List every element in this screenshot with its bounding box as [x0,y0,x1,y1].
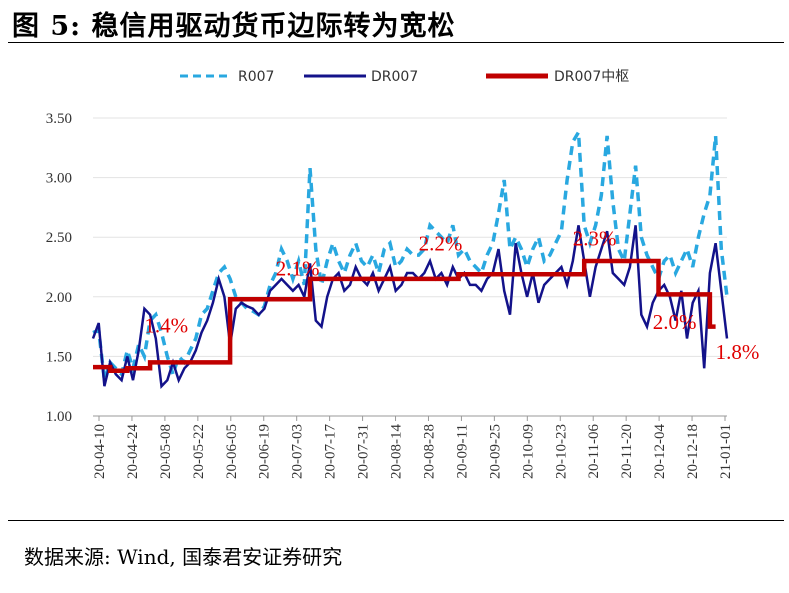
bottom-divider [8,520,784,521]
legend-label-r007: R007 [238,69,274,85]
x-tick-label: 20-05-22 [191,424,207,479]
top-divider [8,42,784,43]
y-tick-label: 1.50 [46,349,72,365]
x-tick-label: 20-08-28 [421,424,437,479]
data-source-note: 数据来源: Wind, 国泰君安证券研究 [24,545,343,569]
pivot-annotations: 1.4% 2.1% 2.2% 2.3% 2.0% 1.8% [144,227,759,364]
x-tick-label: 20-06-19 [257,424,273,479]
x-tick-label: 20-05-08 [158,424,174,479]
x-tick-label: 20-11-20 [619,424,635,478]
x-tick-label: 20-09-25 [487,424,503,479]
x-tick-label: 20-07-03 [290,424,306,479]
x-tick-marks [98,416,726,421]
pivot-annotation: 2.1% [276,256,320,280]
x-tick-label: 20-04-10 [92,424,108,479]
figure-title: 图 5: 稳信用驱动货币边际转为宽松 [12,11,456,42]
y-gridlines [93,117,727,357]
legend-label-dr007-pivot: DR007中枢 [554,69,629,85]
pivot-annotation: 2.3% [573,227,617,251]
pivot-annotation: 2.0% [653,310,697,334]
x-tick-label: 20-11-06 [586,424,602,479]
x-tick-label: 20-07-31 [356,424,372,479]
x-tick-label: 20-12-18 [685,424,701,479]
x-tick-label: 20-10-09 [520,424,536,479]
legend-label-dr007: DR007 [371,69,418,85]
series-line-dr007 [91,225,729,389]
y-tick-label: 3.50 [46,111,72,127]
series-line-dr007-pivot [93,258,716,373]
x-tick-label: 20-08-14 [389,424,405,479]
y-tick-label: 2.00 [46,290,72,306]
pivot-annotation: 2.2% [419,231,463,255]
x-tick-label: 20-09-11 [454,424,470,478]
y-tick-label: 1.00 [46,409,72,425]
x-tick-label: 20-07-17 [323,424,339,479]
line-chart: 1.00 1.50 2.00 2.50 3.00 3.50 20-04-10 20-04-2… [46,69,760,479]
y-axis-labels: 1.00 1.50 2.00 2.50 3.00 3.50 [46,111,72,425]
x-tick-label: 20-04-24 [125,424,141,479]
x-tick-label: 21-01-01 [718,424,734,479]
y-tick-label: 2.50 [46,230,72,246]
x-axis-labels: 20-04-10 20-04-24 20-05-08 20-05-22 20-06-05… [92,424,734,479]
chart-legend: R007 DR007 DR007中枢 [180,69,629,85]
pivot-annotation: 1.4% [144,314,188,338]
x-tick-label: 20-12-04 [652,424,668,479]
x-tick-label: 20-10-23 [553,424,569,479]
y-tick-label: 3.00 [46,171,72,187]
series-line-r007 [92,126,729,381]
x-tick-label: 20-06-05 [224,424,240,479]
pivot-annotation: 1.8% [716,340,760,364]
